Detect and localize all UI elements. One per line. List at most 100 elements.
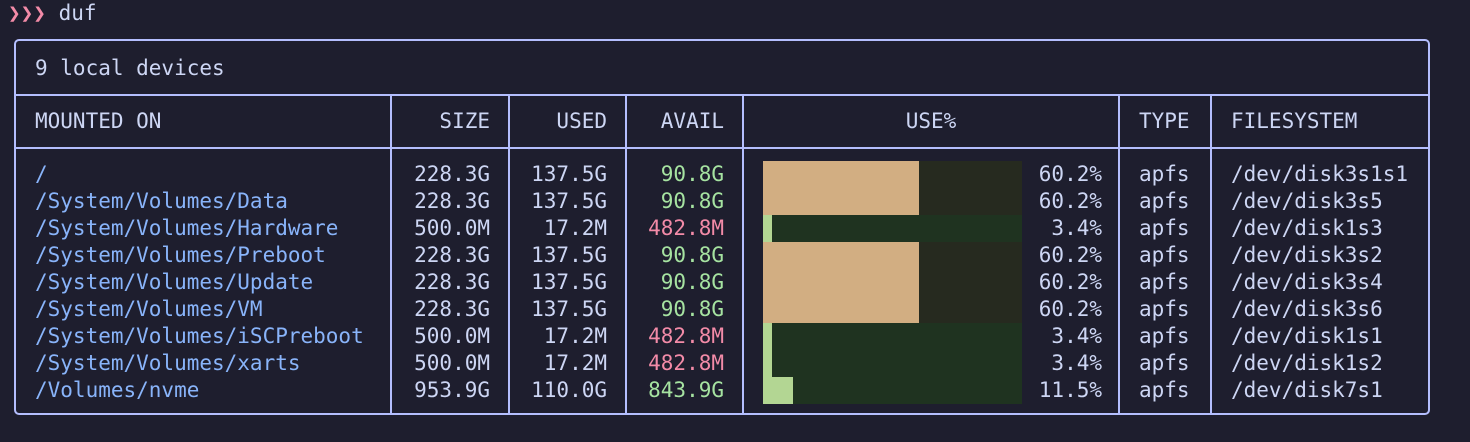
mount-point: /System/Volumes/VM — [35, 297, 263, 321]
header-type: TYPE — [1139, 109, 1190, 133]
usage-bar-fill — [763, 269, 919, 296]
filesystem-value: /dev/disk3s6 — [1231, 297, 1383, 321]
filesystem-value: /dev/disk3s5 — [1231, 189, 1383, 213]
size-value: 500.0M — [414, 216, 490, 240]
usage-bar — [763, 161, 1022, 188]
use-percent-value: 60.2% — [1038, 297, 1102, 321]
size-value: 228.3G — [414, 189, 490, 213]
filesystem-value: /dev/disk3s2 — [1231, 243, 1383, 267]
size-value: 500.0M — [414, 351, 490, 375]
usage-bar-fill — [763, 323, 772, 350]
usage-bar — [763, 296, 1022, 323]
avail-value: 482.8M — [648, 216, 724, 240]
mount-point: /System/Volumes/iSCPreboot — [35, 324, 364, 348]
size-value: 228.3G — [414, 270, 490, 294]
mount-point: /System/Volumes/Data — [35, 189, 288, 213]
filesystem-value: /dev/disk1s2 — [1231, 351, 1383, 375]
usage-bar-fill — [763, 188, 919, 215]
avail-value: 482.8M — [648, 324, 724, 348]
mount-point: /System/Volumes/xarts — [35, 351, 301, 375]
mount-point: /System/Volumes/Hardware — [35, 216, 339, 240]
size-value: 228.3G — [414, 243, 490, 267]
column-divider — [1118, 94, 1120, 413]
type-value: apfs — [1139, 270, 1190, 294]
used-value: 137.5G — [531, 243, 607, 267]
header-divider — [16, 147, 1428, 149]
usage-bar — [763, 269, 1022, 296]
header-filesystem: FILESYSTEM — [1231, 109, 1358, 133]
type-value: apfs — [1139, 216, 1190, 240]
used-value: 17.2M — [543, 324, 607, 348]
usage-bar-fill — [763, 350, 772, 377]
used-value: 110.0G — [531, 378, 607, 402]
title-divider — [16, 94, 1428, 96]
table-title: 9 local devices — [35, 56, 225, 80]
use-percent-value: 3.4% — [1051, 351, 1102, 375]
use-percent-value: 60.2% — [1038, 162, 1102, 186]
usage-bar-fill — [763, 215, 772, 242]
header-mounted-on: MOUNTED ON — [35, 109, 162, 133]
use-percent-value: 60.2% — [1038, 189, 1102, 213]
filesystem-value: /dev/disk3s4 — [1231, 270, 1383, 294]
used-value: 17.2M — [543, 351, 607, 375]
column-divider — [508, 94, 510, 413]
usage-bar-fill — [763, 296, 919, 323]
avail-value: 90.8G — [660, 243, 724, 267]
usage-bar-fill — [763, 242, 919, 269]
type-value: apfs — [1139, 243, 1190, 267]
usage-bar-fill — [763, 161, 919, 188]
type-value: apfs — [1139, 378, 1190, 402]
shell-prompt: ❯❯❯ duf — [8, 0, 97, 28]
avail-value: 90.8G — [660, 270, 724, 294]
filesystem-value: /dev/disk1s3 — [1231, 216, 1383, 240]
used-value: 137.5G — [531, 297, 607, 321]
avail-value: 482.8M — [648, 351, 724, 375]
mount-point: /System/Volumes/Update — [35, 270, 314, 294]
mount-point: / — [35, 162, 48, 186]
type-value: apfs — [1139, 324, 1190, 348]
header-size: SIZE — [439, 109, 490, 133]
type-value: apfs — [1139, 162, 1190, 186]
mount-point: /Volumes/nvme — [35, 378, 200, 402]
avail-value: 90.8G — [660, 297, 724, 321]
prompt-chevrons-icon: ❯❯❯ — [8, 1, 46, 25]
use-percent-value: 3.4% — [1051, 324, 1102, 348]
use-percent-value: 11.5% — [1038, 378, 1102, 402]
size-value: 953.9G — [414, 378, 490, 402]
usage-bar-fill — [763, 377, 793, 404]
usage-bar — [763, 350, 1022, 377]
header-avail: AVAIL — [660, 109, 724, 133]
column-divider — [1210, 94, 1212, 413]
devices-table: 9 local devices MOUNTED ON SIZE USED AVA… — [14, 39, 1430, 415]
header-used: USED — [556, 109, 607, 133]
size-value: 228.3G — [414, 162, 490, 186]
usage-bar — [763, 242, 1022, 269]
usage-bar — [763, 215, 1022, 242]
used-value: 17.2M — [543, 216, 607, 240]
avail-value: 843.9G — [648, 378, 724, 402]
size-value: 228.3G — [414, 297, 490, 321]
size-value: 500.0M — [414, 324, 490, 348]
avail-value: 90.8G — [660, 162, 724, 186]
usage-bar — [763, 377, 1022, 404]
use-percent-value: 60.2% — [1038, 243, 1102, 267]
used-value: 137.5G — [531, 162, 607, 186]
use-percent-value: 60.2% — [1038, 270, 1102, 294]
column-divider — [742, 94, 744, 413]
type-value: apfs — [1139, 351, 1190, 375]
column-divider — [625, 94, 627, 413]
used-value: 137.5G — [531, 189, 607, 213]
mount-point: /System/Volumes/Preboot — [35, 243, 326, 267]
header-use-percent: USE% — [905, 109, 957, 133]
type-value: apfs — [1139, 189, 1190, 213]
avail-value: 90.8G — [660, 189, 724, 213]
column-divider — [390, 94, 392, 413]
usage-bar — [763, 323, 1022, 350]
used-value: 137.5G — [531, 270, 607, 294]
filesystem-value: /dev/disk3s1s1 — [1231, 162, 1409, 186]
type-value: apfs — [1139, 297, 1190, 321]
filesystem-value: /dev/disk1s1 — [1231, 324, 1383, 348]
command-text: duf — [58, 1, 97, 25]
usage-bar — [763, 188, 1022, 215]
use-percent-value: 3.4% — [1051, 216, 1102, 240]
